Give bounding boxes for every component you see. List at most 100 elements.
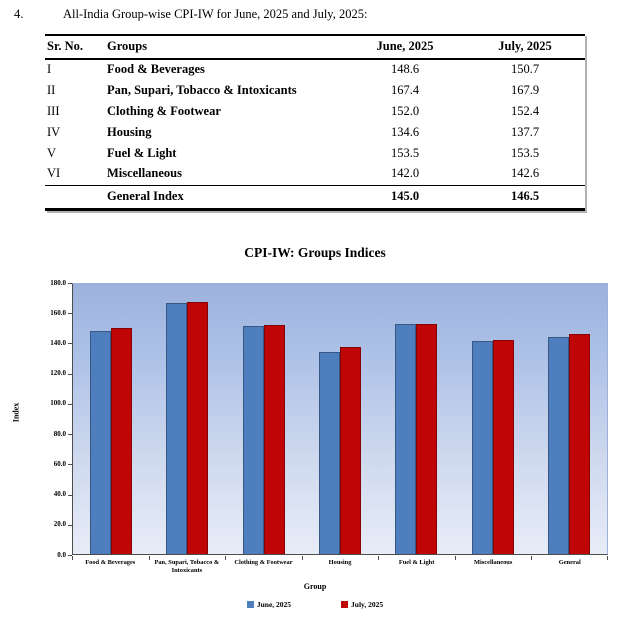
cell-sr: I xyxy=(47,62,52,76)
cell-sr: IV xyxy=(47,124,61,139)
cell-july: 137.7 xyxy=(510,124,540,139)
cell-july: 150.7 xyxy=(510,62,540,76)
y-tick-mark xyxy=(68,524,72,526)
x-category-label: Miscellaneous xyxy=(474,559,513,566)
y-tick-label: 120.0 xyxy=(50,369,66,378)
cell-group: Housing xyxy=(107,124,152,139)
x-category-label: Pan, Supari, Tobacco & Intoxicants xyxy=(154,559,220,575)
bar-july-2025 xyxy=(568,334,590,554)
table-row: V Fuel & Light 153.5 153.5 xyxy=(45,143,585,164)
bar-july-2025 xyxy=(187,302,209,554)
x-category-label: Housing xyxy=(328,559,352,566)
cell-june: 134.6 xyxy=(390,124,420,139)
bar-group xyxy=(302,284,378,554)
chart-legend: June, 2025 July, 2025 xyxy=(45,600,585,609)
cell-june: 148.6 xyxy=(390,62,420,76)
table-row: IV Housing 134.6 137.7 xyxy=(45,122,585,143)
x-axis-labels: Food & Beverages Pan, Supari, Tobacco & I… xyxy=(72,559,608,576)
x-tick-mark xyxy=(72,556,73,560)
bar-june-2025 xyxy=(395,323,417,554)
y-tick-label: 100.0 xyxy=(50,399,66,408)
x-axis-title: Group xyxy=(303,582,327,591)
legend-label: June, 2025 xyxy=(256,600,292,609)
cell-sr: II xyxy=(47,82,56,97)
cell-sr: V xyxy=(47,145,57,160)
y-tick-label: 20.0 xyxy=(53,520,66,529)
y-tick-mark xyxy=(68,464,72,466)
bar-june-2025 xyxy=(90,331,112,554)
y-tick-mark xyxy=(68,555,72,556)
cell-july: 167.9 xyxy=(510,82,540,97)
table-row: VI Miscellaneous 142.0 142.6 xyxy=(45,164,585,185)
cell-june: 145.0 xyxy=(390,188,420,203)
y-tick-label: 160.0 xyxy=(50,308,66,317)
cpi-table: Sr. No. Groups June, 2025 July, 2025 I Fo… xyxy=(45,34,585,211)
bar-group xyxy=(149,284,225,554)
cell-sr xyxy=(45,185,105,209)
cell-june: 152.0 xyxy=(390,103,420,118)
x-category-label: Food & Beverages xyxy=(85,559,136,566)
table-footer: General Index 145.0 146.5 xyxy=(45,185,585,209)
cell-july: 153.5 xyxy=(510,145,540,160)
cell-july: 152.4 xyxy=(510,103,540,118)
x-category-label: General xyxy=(558,559,581,566)
col-header-srno: Sr. No. xyxy=(47,39,84,53)
col-header-groups: Groups xyxy=(107,39,148,53)
y-tick-mark xyxy=(68,434,72,436)
table-row-general-index: General Index 145.0 146.5 xyxy=(45,185,585,209)
cell-june: 142.0 xyxy=(390,166,420,181)
col-header-june: June, 2025 xyxy=(376,39,434,53)
cell-june: 167.4 xyxy=(390,82,420,97)
cell-july: 146.5 xyxy=(510,188,540,203)
bar-june-2025 xyxy=(242,326,264,554)
y-tick-mark xyxy=(68,373,72,375)
cell-group: Food & Beverages xyxy=(107,62,205,76)
legend-item: July, 2025 xyxy=(341,600,383,609)
table-row: I Food & Beverages 148.6 150.7 xyxy=(45,59,585,80)
bar-group xyxy=(226,284,302,554)
chart-title: CPI-IW: Groups Indices xyxy=(244,245,386,260)
y-axis-title: Index xyxy=(11,402,21,423)
col-header-july: July, 2025 xyxy=(498,39,552,53)
x-category-label: Clothing & Footwear xyxy=(234,559,293,566)
bar-july-2025 xyxy=(339,347,361,554)
cell-group: Clothing & Footwear xyxy=(107,103,221,118)
bar-june-2025 xyxy=(471,341,493,554)
x-tick-mark xyxy=(531,556,533,560)
table-row: II Pan, Supari, Tobacco & Intoxicants 167.… xyxy=(45,80,585,101)
table-body: I Food & Beverages 148.6 150.7 II Pan, Supari… xyxy=(45,59,585,185)
chart-plot-area xyxy=(72,283,608,555)
y-tick-mark xyxy=(68,313,72,315)
legend-item: June, 2025 xyxy=(246,600,292,609)
cell-june: 153.5 xyxy=(390,145,420,160)
x-tick-mark xyxy=(225,556,227,560)
y-tick-mark xyxy=(68,283,72,284)
y-tick-mark xyxy=(68,343,72,345)
y-tick-label: 180.0 xyxy=(50,278,66,287)
x-category-label: Fuel & Light xyxy=(398,559,435,566)
table-header: Sr. No. Groups June, 2025 July, 2025 xyxy=(45,35,585,59)
cell-sr: VI xyxy=(47,166,61,181)
y-tick-mark xyxy=(68,403,72,405)
section-title: All-India Group-wise CPI-IW for June, 20… xyxy=(63,7,368,21)
section-number: 4. xyxy=(14,7,24,21)
x-tick-mark xyxy=(454,556,456,560)
x-tick-mark xyxy=(378,556,380,560)
legend-swatch-icon xyxy=(246,601,254,608)
y-tick-mark xyxy=(68,494,72,496)
cell-group: Pan, Supari, Tobacco & Intoxicants xyxy=(107,82,297,97)
x-tick-mark xyxy=(301,556,303,560)
bar-group xyxy=(531,284,607,554)
bar-june-2025 xyxy=(318,352,340,554)
bar-july-2025 xyxy=(263,325,285,554)
cell-sr: III xyxy=(47,103,60,118)
bar-july-2025 xyxy=(111,327,133,554)
y-tick-label: 40.0 xyxy=(53,490,66,499)
bar-june-2025 xyxy=(547,336,569,554)
bar-group xyxy=(378,284,454,554)
bar-group xyxy=(73,284,149,554)
cell-group: Fuel & Light xyxy=(107,145,177,160)
y-tick-label: 80.0 xyxy=(53,429,66,438)
cell-group: General Index xyxy=(107,188,184,203)
